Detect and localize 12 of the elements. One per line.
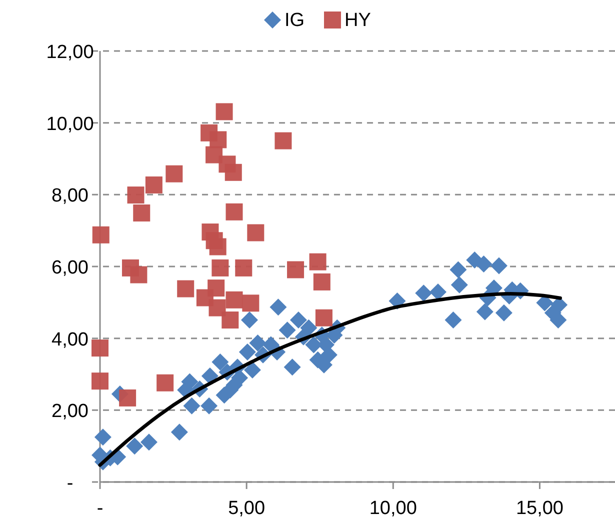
y-tick-label: 10,00 [46, 114, 94, 135]
y-tick-label: 6,00 [52, 258, 88, 278]
y-tick-label: 8,00 [52, 186, 88, 207]
y-tick-label: - [66, 473, 74, 494]
x-tick-label: 15,00 [516, 498, 564, 519]
y-tick-label: 4,00 [52, 329, 88, 350]
x-tick-label: 5,00 [228, 498, 266, 519]
legend-label: IG [284, 10, 305, 31]
y-tick-label: 12,00 [46, 42, 94, 63]
legend-label: HY [344, 10, 372, 31]
x-tick-label: 10,00 [369, 498, 417, 519]
y-tick-label: 2,00 [52, 401, 88, 422]
